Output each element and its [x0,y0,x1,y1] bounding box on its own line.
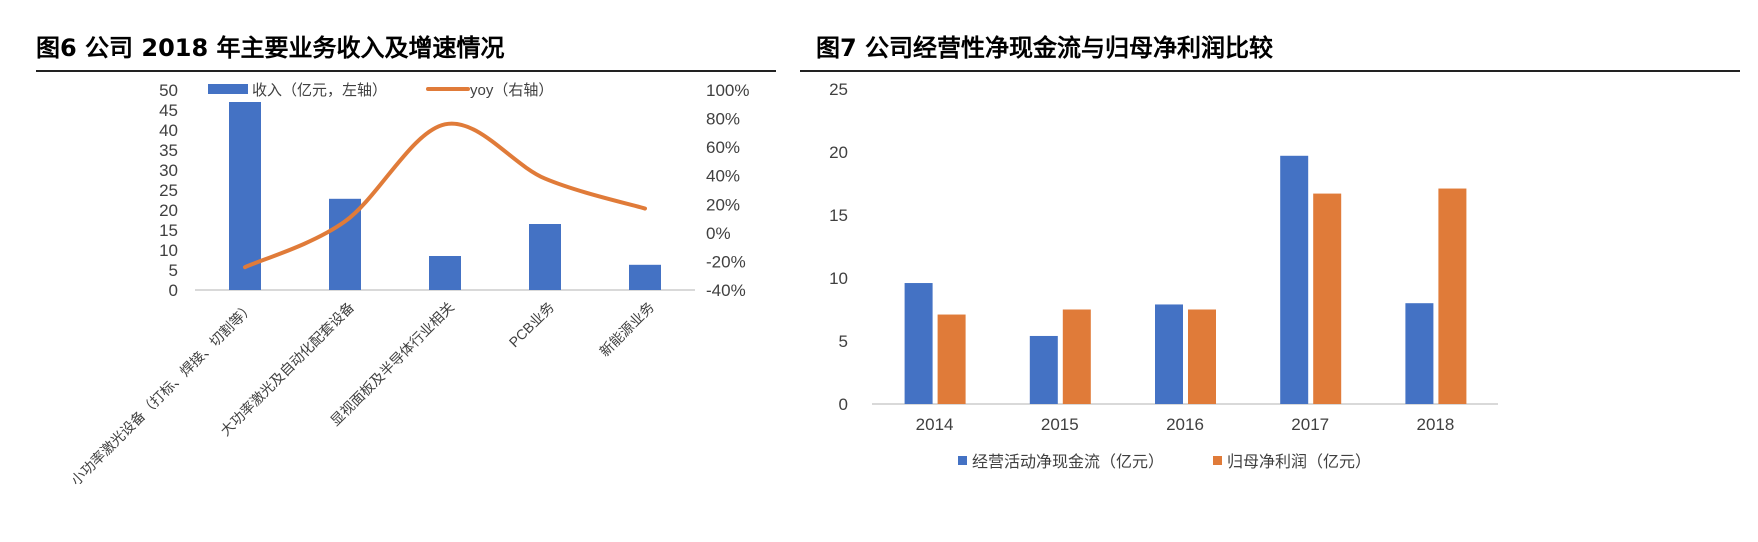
revenue-bar [529,224,561,290]
left-y-tick-label: 10 [159,241,178,260]
left-y-tick-label: 40 [159,121,178,140]
y-tick-label: 0 [839,395,848,414]
legend-profit-swatch [1213,456,1222,465]
left-y-tick-label: 15 [159,221,178,240]
x-category-label: 新能源业务 [596,299,657,360]
legend-revenue-swatch [208,84,248,94]
net-profit-bar [1313,193,1342,404]
x-category-label: 2016 [1166,415,1204,434]
x-category-label: 小功率激光设备（打标、焊接、切割等） [68,299,258,489]
right-y-tick-label: -20% [706,252,746,271]
legend-cashflow-swatch [958,456,967,465]
left-y-tick-label: 0 [169,281,178,300]
figure6-title: 图6 公司 2018 年主要业务收入及增速情况 [36,34,505,62]
right-y-tick-label: 40% [706,167,740,186]
x-category-label: 2017 [1291,415,1329,434]
net-profit-bar [1188,309,1216,404]
net-profit-bar [1438,188,1467,404]
left-y-tick-label: 50 [159,81,178,100]
right-y-tick-label: 60% [706,138,740,157]
y-tick-label: 10 [829,269,848,288]
net-profit-bar [937,314,966,404]
revenue-bar [229,102,261,290]
y-tick-label: 20 [829,143,848,162]
left-y-tick-label: 25 [159,181,178,200]
legend-revenue-label: 收入（亿元，左轴） [252,82,387,99]
right-y-tick-label: 20% [706,195,740,214]
left-y-tick-label: 30 [159,161,178,180]
left-y-tick-label: 5 [169,261,178,280]
left-y-tick-label: 45 [159,101,178,120]
left-y-tick-label: 20 [159,201,178,220]
operating-cashflow-bar [1280,155,1309,404]
y-tick-label: 25 [829,80,848,99]
x-category-label: 2015 [1041,415,1079,434]
legend-yoy-label: yoy（右轴） [470,82,553,99]
yoy-line [243,121,647,270]
revenue-bar [629,264,661,290]
operating-cashflow-bar [1155,304,1183,404]
x-category-label: 2018 [1416,415,1454,434]
revenue-bar [429,256,461,290]
operating-cashflow-bar [1029,335,1058,404]
x-category-label: PCB业务 [506,299,557,350]
y-tick-label: 15 [829,206,848,225]
right-y-tick-label: 100% [706,81,749,100]
legend-profit-label: 归母净利润（亿元） [1227,453,1371,471]
figure6-rule [36,70,776,72]
y-tick-label: 5 [839,332,848,351]
x-category-label: 2014 [916,415,954,434]
right-y-tick-label: 80% [706,110,740,129]
left-y-tick-label: 35 [159,141,178,160]
right-y-tick-label: -40% [706,281,746,300]
figure7-rule [800,70,1740,72]
operating-cashflow-bar [904,283,933,404]
right-y-tick-label: 0% [706,224,731,243]
figure7-title: 图7 公司经营性净现金流与归母净利润比较 [816,34,1274,62]
operating-cashflow-bar [1405,303,1434,404]
net-profit-bar [1062,309,1091,404]
legend-cashflow-label: 经营活动净现金流（亿元） [972,453,1164,471]
